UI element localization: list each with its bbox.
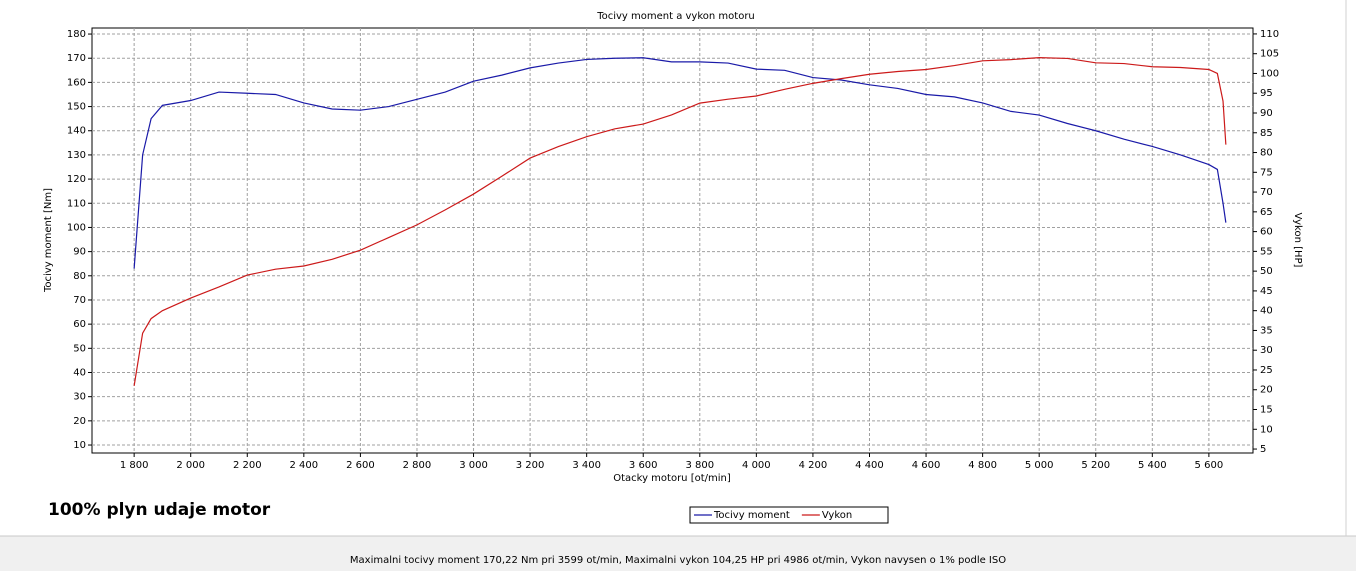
x-tick-label: 4 200 [799,460,828,471]
x-tick-label: 5 000 [1025,460,1054,471]
y-tick-label: 30 [73,392,86,403]
y-tick-label: 20 [73,416,86,427]
y-tick-label: 120 [67,174,86,185]
x-tick-label: 2 200 [233,460,262,471]
y2-tick-label: 60 [1260,227,1273,238]
y2-tick-label: 70 [1260,187,1273,198]
legend-label: Tocivy moment [713,510,790,521]
x-axis-label: Otacky motoru [ot/min] [613,473,731,484]
series-line [133,57,1227,386]
legend-label: Vykon [822,510,852,521]
x-tick-label: 3 200 [516,460,545,471]
y-tick-label: 50 [73,343,86,354]
status-text: Maximalni tocivy moment 170,22 Nm pri 35… [350,555,1006,566]
y2-axis-label: Vykon [HP] [1292,213,1303,268]
x-tick-label: 2 400 [290,460,319,471]
legend-box [689,506,889,524]
y2-tick-label: 80 [1260,148,1273,159]
note: 100% plyn udaje motor [48,500,271,520]
status-bar [0,536,1356,571]
y2-tick-label: 65 [1260,207,1273,218]
y-tick-label: 170 [67,53,86,64]
y-tick-label: 160 [67,77,86,88]
y-tick-label: 130 [67,150,86,161]
x-tick-label: 3 400 [572,460,601,471]
y2-tick-label: 95 [1260,88,1273,99]
x-tick-label: 1 800 [120,460,149,471]
y2-tick-label: 20 [1260,385,1273,396]
chart-title: Tocivy moment a vykon motoru [596,11,755,22]
y-tick-label: 10 [73,440,86,451]
plot-area [91,27,1254,454]
x-tick-label: 2 000 [176,460,205,471]
y2-tick-label: 85 [1260,128,1273,139]
y-tick-label: 150 [67,102,86,113]
x-tick-label: 3 600 [629,460,658,471]
y2-tick-label: 100 [1260,68,1279,79]
y2-tick-label: 25 [1260,365,1273,376]
y2-tick-label: 75 [1260,167,1273,178]
y-tick-label: 110 [67,198,86,209]
y2-tick-label: 15 [1260,405,1273,416]
y-tick-label: 80 [73,271,86,282]
y2-tick-label: 105 [1260,49,1279,60]
y-tick-label: 100 [67,222,86,233]
x-tick-label: 5 600 [1195,460,1224,471]
y2-tick-label: 5 [1260,444,1266,455]
x-tick-label: 2 600 [346,460,375,471]
x-tick-label: 2 800 [403,460,432,471]
y-tick-label: 70 [73,295,86,306]
x-tick-label: 4 400 [855,460,884,471]
y-axis-label: Tocivy moment [Nm] [43,188,54,293]
x-tick-label: 5 200 [1081,460,1110,471]
y-tick-label: 40 [73,367,86,378]
series-line [133,57,1227,269]
y2-tick-label: 30 [1260,345,1273,356]
x-tick-label: 4 600 [912,460,941,471]
y2-tick-label: 35 [1260,325,1273,336]
y2-tick-label: 110 [1260,29,1279,40]
x-tick-label: 5 400 [1138,460,1167,471]
y2-tick-label: 55 [1260,246,1273,257]
x-tick-label: 3 000 [459,460,488,471]
y2-tick-label: 40 [1260,306,1273,317]
y2-tick-label: 50 [1260,266,1273,277]
y-tick-label: 90 [73,247,86,258]
y2-tick-label: 10 [1260,424,1273,435]
x-tick-label: 3 800 [685,460,714,471]
y-tick-label: 180 [67,29,86,40]
y-tick-label: 140 [67,126,86,137]
y2-tick-label: 45 [1260,286,1273,297]
y2-tick-label: 90 [1260,108,1273,119]
x-tick-label: 4 800 [968,460,997,471]
x-tick-label: 4 000 [742,460,771,471]
y-tick-label: 60 [73,319,86,330]
